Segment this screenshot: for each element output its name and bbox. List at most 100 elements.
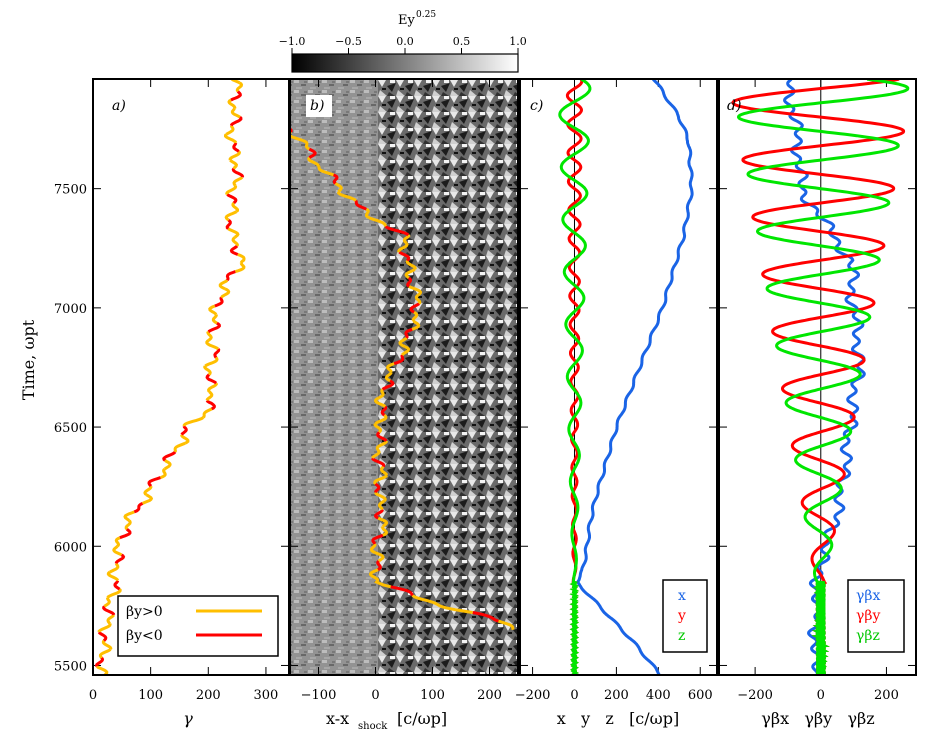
trace-segment — [231, 202, 239, 213]
trace-segment — [180, 434, 190, 445]
trace-segment — [133, 502, 144, 514]
trace-segment — [371, 533, 384, 545]
legend-a-label-2: βy<0 — [126, 628, 163, 644]
trace-segment — [206, 331, 213, 342]
trace-segment — [227, 98, 237, 109]
series-x — [575, 79, 694, 675]
trace-segment — [218, 279, 229, 291]
trace-segment — [497, 619, 515, 631]
panel-label-d: d) — [727, 98, 741, 114]
trace-segment — [235, 81, 244, 93]
trace-segment — [307, 156, 321, 168]
trace-segment — [208, 304, 218, 316]
panel-frame-1 — [92, 78, 290, 676]
trace-segment — [390, 585, 414, 597]
trace-segment — [231, 236, 239, 247]
x-axis-label-a: γ — [183, 709, 193, 728]
svg-text:[c/ωp]: [c/ωp] — [397, 709, 447, 728]
trace-segment — [375, 440, 388, 451]
trace-segment — [204, 356, 219, 368]
trace-segment — [411, 319, 421, 331]
trace-segment — [354, 199, 367, 211]
trace-segment — [205, 339, 219, 351]
trace-segment — [402, 234, 411, 245]
trace-segment — [102, 605, 116, 616]
x-tick-label-4-1: 0 — [817, 688, 825, 703]
trace-segment — [229, 244, 239, 256]
trace-segment — [159, 467, 167, 480]
trace-segment — [317, 166, 334, 177]
trace-segment — [103, 597, 111, 608]
trace-segment — [373, 474, 388, 485]
legend-c: x y z — [662, 579, 708, 653]
trace-segment — [376, 431, 388, 442]
trace-segment — [232, 176, 244, 187]
x-tick-label-4-0: −200 — [737, 688, 773, 703]
trace-segment — [376, 560, 382, 571]
y-tick-label-4: 7500 — [54, 183, 87, 198]
trace-segment — [225, 218, 232, 230]
trace-segment — [374, 482, 381, 493]
trace-segment — [379, 465, 389, 476]
trace-segment — [404, 327, 413, 339]
trace-segment — [408, 285, 423, 297]
trace-segment — [368, 568, 379, 580]
x-tick-label-1-2: 200 — [196, 688, 221, 703]
trace-segment — [381, 526, 389, 537]
y-tick-label-1: 6000 — [54, 540, 87, 555]
trace-segment — [230, 107, 241, 119]
panel-label-a: a) — [112, 98, 126, 114]
trace-segment — [142, 493, 154, 505]
trace-segment — [381, 379, 395, 391]
colorbar-tick-label-0: −1.0 — [279, 35, 306, 48]
x-tick-label-2-2: 100 — [420, 688, 445, 703]
series-particle-track — [290, 128, 515, 631]
trace-segment — [373, 423, 383, 434]
trace-segment — [114, 553, 126, 564]
legend-c-z: z — [678, 628, 685, 644]
trace-segment — [213, 348, 221, 359]
trace-segment — [368, 216, 388, 228]
trace-segment — [398, 250, 411, 262]
trace-segment — [472, 611, 499, 623]
series-gamma — [94, 79, 246, 675]
trace-segment — [234, 262, 246, 274]
trace-segment — [369, 543, 377, 554]
x-tick-label-2-3: 200 — [477, 688, 502, 703]
y-tick-label-2: 6500 — [54, 421, 87, 436]
trace-segment — [365, 207, 370, 220]
trace-segment — [113, 580, 121, 591]
x-tick-label-1-3: 300 — [254, 688, 279, 703]
trace-segment — [400, 345, 411, 356]
trace-segment — [173, 441, 186, 453]
panel-label-b: b) — [310, 98, 324, 114]
trace-segment — [232, 142, 240, 153]
trace-segment — [334, 182, 343, 193]
x-axis-label-b: x-x shock [c/ωp] — [326, 709, 447, 732]
trace-segment — [203, 365, 212, 376]
y-tick-label-3: 7000 — [54, 302, 87, 317]
x-tick-label-2-1: 0 — [371, 688, 379, 703]
trace-segment — [124, 519, 132, 530]
panel-frame-2 — [289, 78, 519, 676]
trace-segment — [406, 276, 412, 288]
y-tick-label-0: 5500 — [54, 659, 87, 674]
trace-segment — [374, 491, 387, 503]
colorbar-tick-label-4: 1.0 — [509, 35, 527, 48]
trace-segment — [377, 516, 389, 528]
heatmap-b — [290, 79, 518, 675]
trace-segment — [119, 528, 132, 540]
svg-text:shock: shock — [358, 721, 388, 732]
trace-segment — [384, 371, 393, 383]
trace-segment — [374, 551, 385, 563]
x-axis-label-d: γβx γβy γβz — [761, 709, 874, 728]
trace-segment — [205, 390, 214, 401]
trace-segment — [214, 296, 224, 308]
trace-segment — [393, 354, 405, 366]
trace-segment — [143, 486, 153, 496]
trace-segment — [374, 414, 388, 425]
trace-segment — [380, 405, 388, 417]
heatmap-upstream — [290, 79, 378, 675]
trace-segment — [377, 388, 385, 400]
